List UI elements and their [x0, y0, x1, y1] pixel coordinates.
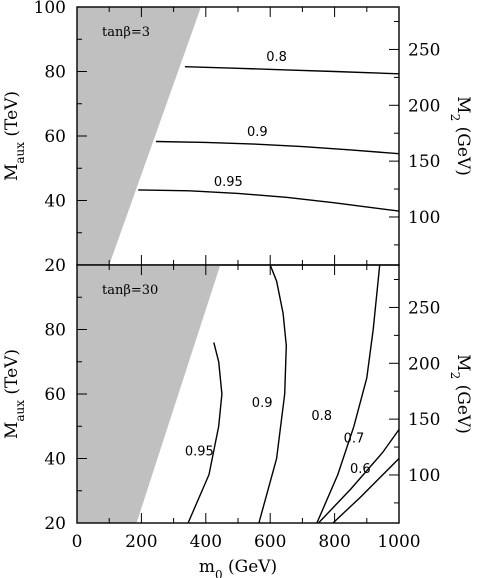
y-tick-label: 20: [44, 514, 66, 534]
y-tick-label: 20: [44, 256, 66, 276]
y2-tick-label: 250: [408, 40, 440, 60]
contour-line-0.7: [317, 429, 400, 524]
panel-top: 20 40 60 80 100 100 150 200 250 0.8 0.9 0.95 tanβ=3 M…: [2, 0, 473, 276]
y-tick-label: 40: [44, 192, 66, 212]
contour-line-0.95: [187, 342, 223, 524]
y2-tick-label: 100: [408, 208, 440, 228]
contour-label: 0.6: [350, 462, 371, 477]
y-tick-label: 60: [44, 127, 66, 147]
y2-axis-title: M2 (GeV): [448, 96, 473, 176]
panel-bottom: 20 40 60 80 100 150 200 250 0.95 0.9 0.8 0.7 0.6 tanβ…: [2, 264, 473, 534]
x-tick-label: 1000: [377, 532, 420, 552]
x-axis-title: m0 (GeV): [199, 557, 277, 578]
contour-label: 0.9: [252, 396, 273, 411]
shared-axes: 0 200 400 600 800 1000 m0 (GeV): [72, 532, 421, 578]
y2-axis-title: M2 (GeV): [448, 354, 473, 434]
y-tick-label: 40: [44, 450, 66, 470]
x-tick-label: 400: [190, 532, 222, 552]
contour-label: 0.95: [214, 175, 243, 190]
contour-label: 0.8: [266, 50, 287, 65]
contour-line-0.95: [138, 189, 400, 212]
y-tick-label: 80: [44, 63, 66, 83]
y-axis-title: Maux (TeV): [2, 91, 27, 181]
contour-line-0.9: [155, 140, 400, 155]
y-tick-label: 60: [44, 385, 66, 405]
x-tick-label: 800: [318, 532, 350, 552]
contour-line-0.6: [332, 458, 400, 524]
contour-label: 0.7: [344, 431, 365, 446]
contour-line-0.8: [316, 264, 381, 524]
contour-line-0.9: [258, 264, 288, 524]
y2-tick-label: 150: [408, 152, 440, 172]
y2-tick-label: 150: [408, 410, 440, 430]
y2-tick-label: 250: [408, 298, 440, 318]
x-tick-label: 200: [125, 532, 157, 552]
contour-line-0.8: [184, 66, 400, 75]
contour-label: 0.9: [247, 125, 268, 140]
excluded-region: [77, 7, 201, 265]
x-tick-label: 600: [254, 532, 286, 552]
x-tick-label: 0: [72, 532, 83, 552]
panel-label: tanβ=3: [102, 25, 150, 40]
contour-label: 0.95: [185, 444, 214, 459]
y-tick-label: 100: [34, 0, 66, 18]
y2-tick-label: 200: [408, 354, 440, 374]
y-tick-label: 80: [44, 321, 66, 341]
excluded-region: [77, 265, 221, 523]
y2-tick-label: 200: [408, 96, 440, 116]
contour-label: 0.8: [311, 409, 332, 424]
panel-label: tanβ=30: [102, 283, 158, 298]
y2-tick-label: 100: [408, 466, 440, 486]
y-axis-title: Maux (TeV): [2, 349, 27, 439]
